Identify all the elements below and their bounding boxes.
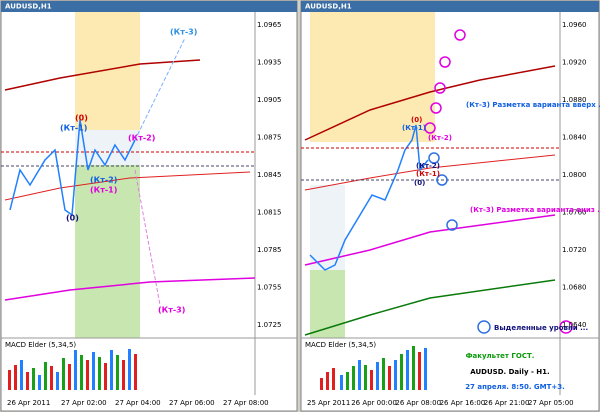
- time-label: 27 Apr 05:00: [528, 399, 574, 407]
- time-label: 26 Apr 2011: [7, 399, 50, 407]
- ma-line: [304, 65, 556, 141]
- wave-label: (Кт-1): [402, 124, 426, 132]
- price-tick-label: 1.0875: [257, 134, 282, 142]
- zone-green: [310, 270, 345, 338]
- price-tick-label: 1.0905: [257, 96, 282, 104]
- time-label: 25 Apr 2011: [307, 399, 350, 407]
- panel-title: AUDUSD,H1: [5, 3, 52, 11]
- wave-label: (0): [75, 114, 88, 123]
- caption: AUDUSD. Daily - H1.: [470, 368, 549, 376]
- wave-label: (Кт-2): [428, 134, 452, 142]
- macd-bars: [8, 349, 137, 390]
- price-tick-label: 1.0920: [562, 59, 587, 67]
- wave-label: (Кт-2): [416, 162, 440, 170]
- markers: [424, 29, 573, 334]
- price-tick-label: 1.0840: [562, 134, 587, 142]
- price-tick-label: 1.0965: [257, 21, 282, 29]
- price-tick-label: 1.0760: [562, 209, 587, 217]
- price-tick-label: 1.0755: [257, 284, 282, 292]
- price-tick-label: 1.0720: [562, 246, 587, 254]
- time-label: 27 Apr 08:00: [223, 399, 269, 407]
- price-tick-label: 1.0845: [257, 171, 282, 179]
- wave-label: (0): [414, 179, 425, 187]
- ma-line: [304, 279, 556, 336]
- ma-line: [4, 277, 256, 301]
- wave-label: (Кт-1): [90, 186, 117, 195]
- ma-line: [4, 59, 201, 91]
- price-tick-label: 1.0960: [562, 21, 587, 29]
- wave-label: (0): [411, 116, 422, 124]
- time-label: 27 Apr 04:00: [115, 399, 161, 407]
- zone-green: [75, 165, 140, 338]
- time-axis: [5, 395, 255, 397]
- panel-title: AUDUSD,H1: [305, 3, 352, 11]
- time-label: 27 Apr 06:00: [169, 399, 215, 407]
- price-tick-label: 1.0815: [257, 209, 282, 217]
- zone-yellow: [75, 12, 140, 130]
- indicator-label: MACD Elder (5,34,5): [305, 341, 376, 349]
- caption: 27 апреля. 8:50. GMT+3.: [465, 383, 565, 391]
- note: (Кт-3) Разметка варианта вверх ...: [466, 101, 600, 109]
- projection: [134, 37, 186, 141]
- note: Выделенные уровни ...: [494, 324, 588, 332]
- price-tick-label: 1.0800: [562, 171, 587, 179]
- time-label: 26 Apr 21:00: [484, 399, 530, 407]
- price-line: [309, 124, 429, 271]
- wave-label: (Кт-1): [416, 170, 440, 178]
- caption: Факультет ГОСТ.: [466, 352, 535, 360]
- macd-bars: [320, 346, 427, 390]
- right-titlebar: [301, 1, 599, 12]
- time-label: 26 Apr 00:00: [351, 399, 397, 407]
- time-label: 27 Apr 02:00: [61, 399, 107, 407]
- note: (Кт-3) Разметка варианта вниз ...: [470, 206, 600, 214]
- indicator-label: MACD Elder (5,34,5): [5, 341, 76, 349]
- wave-label: (Кт-2): [128, 134, 155, 143]
- price-tick-label: 1.0935: [257, 59, 282, 67]
- wave-label: (Кт-1): [60, 124, 87, 133]
- price-tick-label: 1.0680: [562, 284, 587, 292]
- wave-label: (Кт-3): [170, 28, 197, 37]
- projection: [134, 169, 161, 306]
- left-titlebar: [1, 1, 297, 12]
- time-label: 26 Apr 16:00: [440, 399, 486, 407]
- price-tick-label: 1.0880: [562, 96, 587, 104]
- price-tick-label: 1.0725: [257, 321, 282, 329]
- price-tick-label: 1.0640: [562, 321, 587, 329]
- wave-label: (Кт-2): [90, 176, 117, 185]
- zone-yellow: [310, 12, 435, 142]
- price-line: [9, 119, 136, 217]
- ma-line: [304, 154, 556, 191]
- wave-label: (Кт-3): [158, 306, 185, 315]
- ma-line: [4, 171, 251, 201]
- time-label: 26 Apr 08:00: [395, 399, 441, 407]
- wave-label: (0): [66, 214, 79, 223]
- left-panel: [0, 0, 298, 412]
- price-tick-label: 1.0785: [257, 246, 282, 254]
